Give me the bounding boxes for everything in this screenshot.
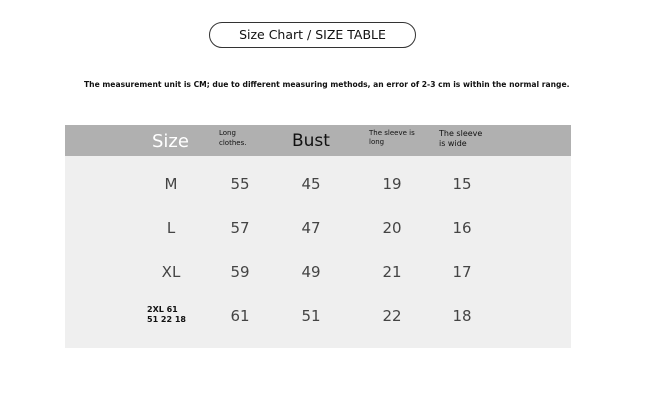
measurement-note: The measurement unit is CM; due to diffe… bbox=[84, 80, 570, 89]
table-cell-bust: 49 bbox=[301, 263, 321, 281]
table-cell-length: 55 bbox=[230, 175, 250, 193]
table-header: Size Long clothes. Bust The sleeve is lo… bbox=[65, 125, 571, 156]
header-size: Size bbox=[152, 131, 189, 152]
table-cell-sleeve_length: 21 bbox=[382, 263, 402, 281]
table-cell-length: 61 bbox=[230, 307, 250, 325]
size-table: Size Long clothes. Bust The sleeve is lo… bbox=[65, 125, 571, 348]
table-cell-length: 57 bbox=[230, 219, 250, 237]
table-cell-sleeve_length: 22 bbox=[382, 307, 402, 325]
table-cell-sleeve_width: 18 bbox=[452, 307, 472, 325]
header-bust: Bust bbox=[292, 131, 330, 151]
table-cell-bust: 51 bbox=[301, 307, 321, 325]
size-chart-title: Size Chart / SIZE TABLE bbox=[209, 22, 416, 48]
table-cell-bust: 47 bbox=[301, 219, 321, 237]
table-cell-size: M bbox=[164, 175, 178, 193]
table-cell-sleeve_length: 20 bbox=[382, 219, 402, 237]
header-length: Long clothes. bbox=[219, 129, 247, 147]
table-cell-sleeve_width: 15 bbox=[452, 175, 472, 193]
header-sleeve-length: The sleeve is long bbox=[369, 129, 415, 146]
table-cell-size: XL bbox=[161, 263, 181, 281]
table-cell-length: 59 bbox=[230, 263, 250, 281]
header-sleeve-width: The sleeve is wide bbox=[439, 129, 483, 148]
table-cell-sleeve_width: 16 bbox=[452, 219, 472, 237]
table-cell-size: 2XL 61 51 22 18 bbox=[147, 305, 186, 324]
table-cell-sleeve_length: 19 bbox=[382, 175, 402, 193]
table-cell-size: L bbox=[166, 219, 176, 237]
table-cell-bust: 45 bbox=[301, 175, 321, 193]
table-cell-sleeve_width: 17 bbox=[452, 263, 472, 281]
